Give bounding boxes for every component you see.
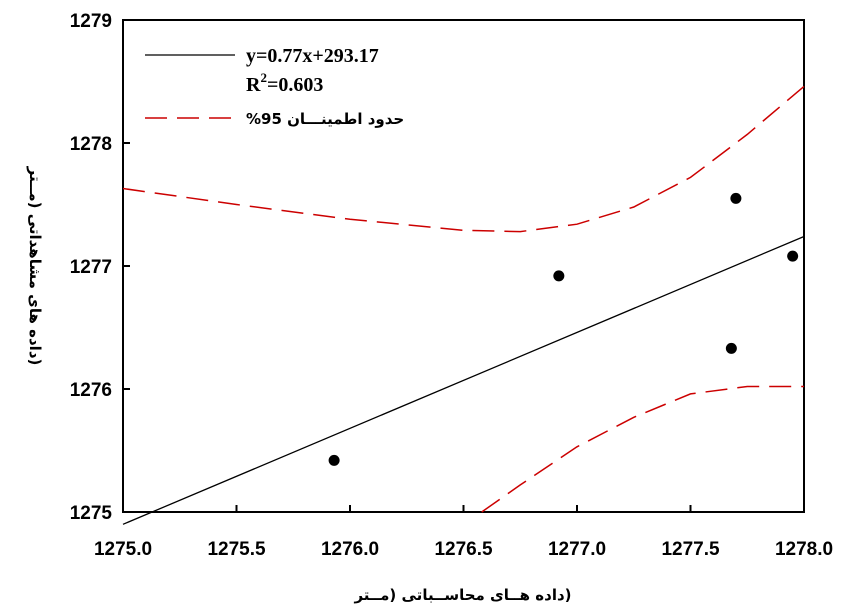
data-point — [787, 250, 799, 262]
x-tick-label: 1275.5 — [207, 539, 266, 560]
confidence-upper-line — [122, 85, 805, 233]
data-point — [730, 192, 742, 204]
fit-line — [122, 235, 805, 525]
x-tick-label: 1277.0 — [548, 539, 606, 560]
legend-ci-label: حدود اطمینـــان 95% — [246, 110, 404, 128]
y-tick-label: 1276 — [70, 380, 112, 401]
y-tick-label: 1279 — [70, 11, 112, 32]
confidence-lower-line — [481, 385, 804, 513]
y-axis-label: (داده های مشاهداتی (مــتر — [26, 166, 44, 366]
legend-r2-prefix: R — [246, 74, 261, 96]
y-tick-label: 1277 — [70, 257, 112, 278]
legend-r2-sup: 2 — [260, 70, 267, 85]
x-tick-label: 1276.5 — [434, 539, 493, 560]
data-point — [553, 270, 565, 282]
y-tick-label: 1278 — [70, 134, 112, 155]
y-axis: 1275 1276 1277 1278 1279 — [70, 11, 130, 524]
x-tick-label: 1276.0 — [321, 539, 379, 560]
x-tick-label: 1275.0 — [94, 539, 152, 560]
x-tick-label: 1277.5 — [661, 539, 720, 560]
legend-r2: R2=0.603 — [246, 70, 323, 96]
y-tick-label: 1275 — [70, 503, 113, 524]
data-point — [725, 342, 737, 354]
legend: y=0.77x+293.17 R2=0.603 حدود اطمینـــان … — [145, 45, 404, 128]
x-axis: 1275.0 1275.5 1276.0 1276.5 1277.0 1277.5 1278… — [94, 505, 833, 560]
plot-frame — [122, 19, 805, 513]
x-tick-label: 1278.0 — [775, 539, 833, 560]
legend-fit-label: y=0.77x+293.17 — [246, 45, 379, 67]
data-point — [328, 454, 340, 466]
x-axis-label: (داده هــای محاســباتی (مــتر — [353, 586, 571, 604]
data-points — [328, 192, 799, 466]
legend-r2-value: =0.603 — [267, 74, 323, 96]
